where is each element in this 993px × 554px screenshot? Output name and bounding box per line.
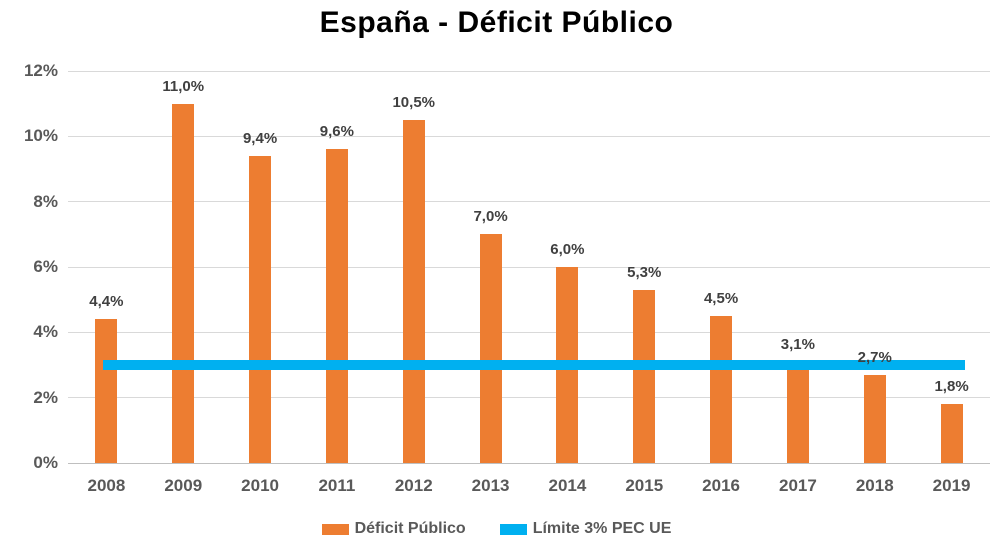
x-tick-2012: 2012 [394, 476, 433, 495]
x-tick-2017: 2017 [778, 476, 817, 495]
bar-value-label-2011: 9,6% [319, 123, 354, 141]
x-tick-2010: 2010 [241, 476, 279, 495]
x-tick-2014: 2014 [548, 476, 587, 495]
y-tick-0%: 0% [33, 453, 58, 472]
legend-item-deficit-publico: Déficit Público [321, 520, 466, 538]
bar-value-label-2018: 2,7% [857, 348, 892, 366]
bar-2019 [940, 404, 963, 463]
bar-2010 [249, 155, 272, 463]
legend-label-limite-pec: Límite 3% PEC UE [532, 520, 672, 537]
legend-label-deficit-publico: Déficit Público [354, 520, 466, 537]
limite-pec-swatch-icon [499, 523, 527, 535]
y-tick-2%: 2% [33, 387, 58, 407]
gridline-12% [68, 70, 990, 72]
x-axis-line [68, 462, 990, 464]
x-tick-2013: 2013 [471, 476, 510, 495]
bar-value-label-2019: 1,8% [934, 378, 969, 396]
bar-value-label-2009: 11,0% [162, 77, 205, 95]
x-tick-2015: 2015 [625, 476, 664, 495]
deficit-publico-swatch-icon [321, 523, 349, 535]
bar-2011 [325, 149, 348, 463]
y-tick-12%: 12% [23, 61, 58, 80]
x-tick-2011: 2011 [318, 476, 356, 495]
gridline-8% [68, 201, 990, 203]
gridline-2% [68, 397, 990, 399]
limit-3pct-line [103, 360, 965, 370]
x-tick-2016: 2016 [702, 476, 740, 495]
chart-legend: Déficit Público Límite 3% PEC UE [0, 520, 993, 538]
bar-value-label-2010: 9,4% [242, 129, 278, 147]
legend-item-limite-pec: Límite 3% PEC UE [499, 520, 672, 538]
gridline-6% [68, 266, 990, 268]
chart-title: España - Déficit Público [319, 6, 674, 39]
x-tick-2009: 2009 [164, 476, 203, 495]
y-tick-6%: 6% [33, 257, 58, 276]
y-tick-4%: 4% [33, 322, 58, 342]
bar-value-label-2008: 4,4% [89, 293, 124, 311]
bar-2012 [402, 120, 425, 463]
x-tick-2008: 2008 [87, 476, 126, 495]
bar-value-label-2017: 3,1% [780, 335, 815, 353]
bar-2009 [172, 103, 195, 463]
bar-2008 [95, 319, 118, 463]
bar-2013 [479, 234, 502, 463]
gridline-4% [68, 331, 990, 333]
bar-value-label-2016: 4,5% [703, 290, 739, 307]
y-tick-10%: 10% [23, 126, 58, 146]
gridline-10% [68, 135, 990, 137]
x-tick-2019: 2019 [932, 476, 971, 495]
x-tick-2018: 2018 [855, 476, 894, 495]
bar-2015 [633, 289, 656, 463]
bar-value-label-2014: 6,0% [550, 241, 585, 258]
bar-value-label-2012: 10,5% [392, 94, 436, 111]
bar-2018 [863, 374, 886, 463]
bar-2016 [710, 316, 733, 463]
bar-value-label-2013: 7,0% [473, 208, 508, 226]
bar-value-label-2015: 5,3% [627, 263, 662, 281]
y-tick-8%: 8% [33, 191, 58, 211]
bar-2017 [786, 361, 809, 463]
